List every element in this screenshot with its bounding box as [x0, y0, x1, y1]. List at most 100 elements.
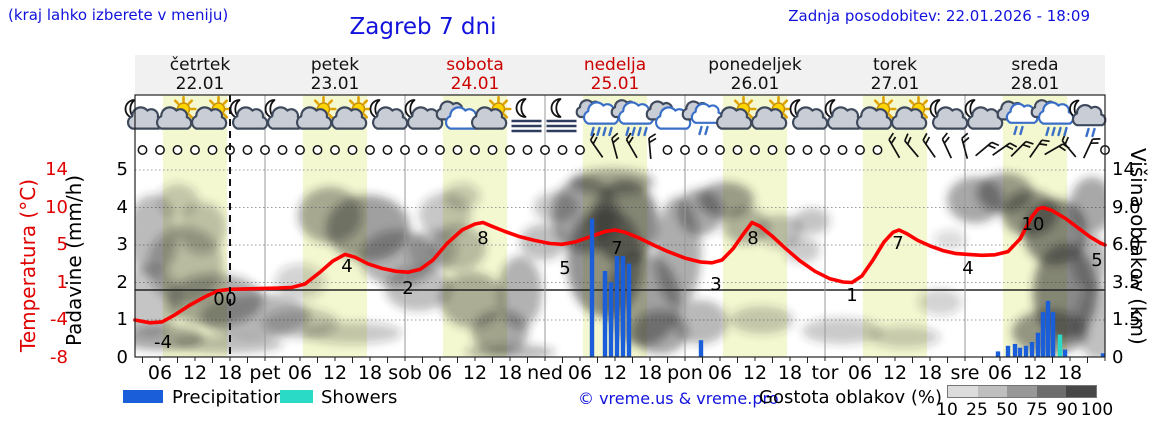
precipitation-bar: [589, 218, 595, 357]
wind-calm-icon: [365, 145, 375, 155]
precipitation-bar: [1035, 332, 1041, 357]
wind-calm-icon: [767, 145, 778, 155]
weather-icon-sun-cloud: [855, 96, 897, 130]
temperature-value-label: 7: [892, 233, 903, 254]
temperature-value-label: 5: [1091, 250, 1102, 271]
cloud-height-tick: 9.0: [1112, 196, 1141, 218]
x-tick-label: 18: [1057, 362, 1083, 384]
x-tick-label: 06: [707, 362, 733, 384]
wind-calm-icon: [540, 145, 550, 155]
wind-calm-icon: [330, 145, 340, 155]
wind-calm-icon: [557, 145, 568, 155]
cloud-density-gradient-segment: [1036, 386, 1067, 397]
cloud-density-gradient-segment: [1066, 386, 1096, 397]
precipitation-tick: 5: [116, 159, 128, 180]
day-date: 24.01: [450, 74, 500, 94]
cloud-density-tick-label: 25: [966, 400, 988, 420]
precipitation-bar: [626, 263, 632, 357]
weather-icon-sun-cloud: [890, 96, 932, 130]
wind-calm-icon: [260, 145, 270, 155]
day-date: 25.01: [590, 74, 640, 94]
temperature-value-label: 5: [559, 258, 570, 279]
day-header-ponedeljek: ponedeljek 26.01: [685, 56, 825, 94]
wind-calm-icon: [662, 145, 673, 155]
showers-legend-swatch: [280, 390, 313, 403]
wind-calm-icon: [470, 145, 480, 155]
weather-icon-rain: [575, 99, 620, 137]
cloud-density-tick-label: 10: [936, 400, 958, 420]
x-tick-label: 06: [567, 362, 593, 384]
wind-calm-icon: [382, 145, 393, 155]
cloud-height-tick: 3.5: [1112, 271, 1141, 293]
precipitation-bar: [614, 256, 620, 357]
wind-calm-icon: [295, 145, 305, 155]
day-name: nedelja: [583, 55, 647, 75]
wind-calm-icon: [452, 145, 463, 155]
cloud-density-gradient-segment: [977, 386, 1008, 397]
credit-link[interactable]: © vreme.us & vreme.pro: [578, 389, 779, 408]
precipitation-bar: [1100, 353, 1106, 357]
x-tick-label: 18: [637, 362, 663, 384]
weather-icon-drizzle: [996, 100, 1039, 136]
temperature-value-label: -4: [154, 332, 172, 353]
weather-icon-sun-cloud: [155, 96, 197, 130]
weather-icon-sun-cloud: [470, 96, 512, 130]
temperature-value-label: 8: [477, 228, 488, 249]
day-name: ponedeljek: [708, 55, 802, 75]
day-header-četrtek: četrtek 22.01: [135, 56, 265, 94]
temperature-tick: -4: [50, 309, 68, 330]
precipitation-bar: [1012, 343, 1018, 357]
wind-calm-icon: [697, 145, 708, 155]
wind-calm-icon: [802, 145, 813, 155]
x-tick-label: 18: [497, 362, 523, 384]
wind-barb-icon: [888, 132, 901, 159]
showers-bar: [1057, 334, 1063, 357]
wind-barb-icon: [975, 141, 1000, 157]
x-tick-label: ned: [527, 362, 563, 384]
weather-icon-cloudy: [645, 100, 692, 130]
x-tick-label: sob: [388, 362, 422, 384]
cloud-density-tick-label: 100: [1080, 400, 1114, 420]
wind-calm-icon: [487, 145, 498, 155]
x-tick-label: 12: [182, 362, 208, 384]
wind-calm-icon: [435, 145, 445, 155]
weather-icon-moon-cloud: [964, 99, 1004, 130]
temperature-value-label: 7: [611, 238, 622, 259]
wind-barb-icon: [1082, 138, 1101, 159]
weather-icon-moon-cloud: [369, 99, 409, 130]
weather-icon-sun-cloud: [295, 96, 337, 130]
wind-barb-icon: [589, 132, 604, 158]
plot-frame: [134, 94, 1106, 358]
temperature-value-label: 4: [962, 258, 973, 279]
temperature-value-label: 1: [846, 285, 857, 306]
precipitation-bar: [608, 282, 614, 357]
wind-calm-icon: [137, 145, 148, 155]
temperature-tick: -8: [50, 346, 68, 368]
cloud-density-gradient-segment: [1007, 386, 1037, 397]
day-date: 26.01: [730, 74, 780, 94]
day-header-petek: petek 23.01: [265, 56, 405, 94]
day-header-torek: torek 27.01: [825, 56, 965, 94]
precipitation-bar: [1062, 349, 1068, 357]
day-name: četrtek: [169, 55, 231, 75]
wind-calm-icon: [837, 145, 848, 155]
cloud-density-gradient: [947, 385, 1097, 398]
cloud-density-gradient-segment: [948, 386, 978, 397]
x-tick-label: sre: [950, 362, 980, 384]
wind-calm-icon: [207, 145, 218, 155]
wind-barb-icon: [1029, 139, 1050, 158]
weather-icon-moon-cloud: [929, 99, 969, 130]
wind-calm-icon: [242, 145, 253, 155]
x-tick-label: 18: [357, 362, 383, 384]
day-date: 28.01: [1010, 74, 1060, 94]
day-date: 27.01: [870, 74, 920, 94]
wind-barb-icon: [1010, 140, 1034, 157]
temperature-value-label: 8: [747, 228, 758, 249]
wind-row: [137, 132, 1110, 160]
temperature-tick: 14: [45, 159, 68, 180]
weather-icon-moon-rain: [1069, 99, 1107, 138]
cloud-density-label: Gostota oblakov (%): [759, 387, 943, 408]
x-tick-label: 12: [462, 362, 488, 384]
precipitation-bar: [1005, 345, 1011, 357]
